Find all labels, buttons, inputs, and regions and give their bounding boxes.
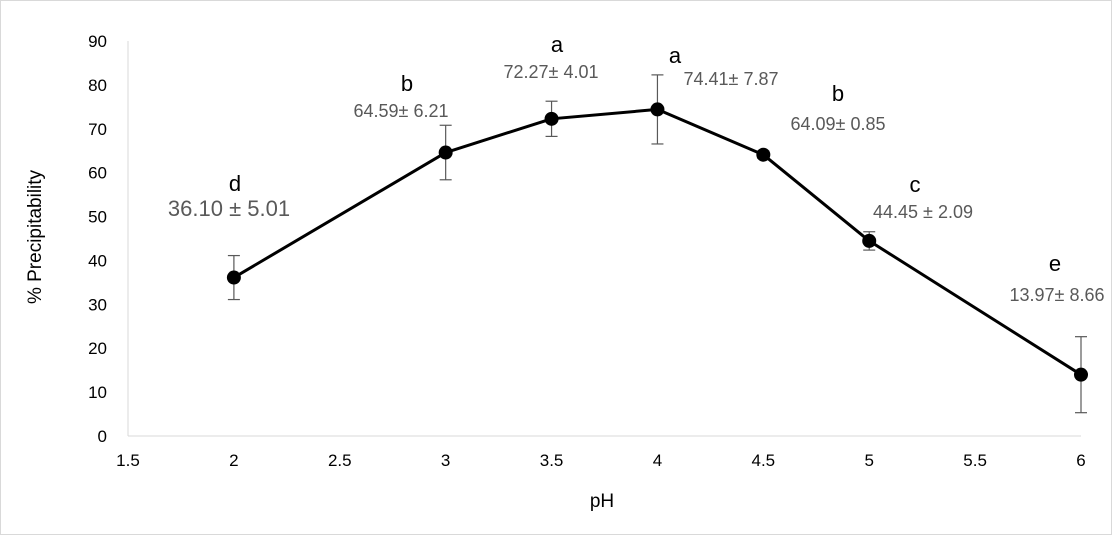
- data-point: [438, 145, 453, 160]
- x-tick-label: 4.5: [752, 451, 776, 470]
- axes: [127, 41, 1081, 437]
- data-point: [756, 147, 771, 162]
- value-label: 64.59± 6.21: [354, 101, 449, 121]
- x-tick-label: 3: [441, 451, 450, 470]
- data-point: [544, 111, 559, 126]
- significance-letter: a: [551, 32, 564, 57]
- value-label: 64.09± 0.85: [791, 114, 886, 134]
- significance-letter: d: [229, 171, 241, 196]
- y-tick-label: 70: [88, 120, 107, 139]
- significance-letter: b: [832, 81, 844, 106]
- data-point: [1074, 367, 1088, 382]
- series-line: [233, 107, 1082, 376]
- y-tick-label: 40: [88, 251, 107, 270]
- y-tick-label: 30: [88, 295, 107, 314]
- error-bars: [227, 74, 1087, 414]
- value-label: 72.27± 4.01: [504, 62, 599, 82]
- y-tick-label: 20: [88, 339, 107, 358]
- value-label: 74.41± 7.87: [684, 69, 779, 89]
- data-points: [226, 102, 1088, 382]
- y-tick-label: 50: [88, 208, 107, 227]
- x-tick-label: 1.5: [116, 451, 140, 470]
- y-tick-labels: 0 10 20 30 40 50 60 70 80 90: [88, 32, 107, 446]
- x-tick-label: 3.5: [540, 451, 564, 470]
- significance-letter: b: [401, 71, 413, 96]
- data-point: [226, 270, 241, 285]
- x-tick-label: 2.5: [328, 451, 352, 470]
- value-label: 44.45 ± 2.09: [873, 202, 973, 222]
- y-tick-label: 80: [88, 76, 107, 95]
- significance-letter: a: [669, 43, 682, 68]
- significance-letter: e: [1049, 251, 1061, 276]
- x-tick-label: 4: [653, 451, 662, 470]
- significance-letter: c: [910, 172, 921, 197]
- y-axis-label: % Precipitability: [25, 169, 46, 304]
- data-point: [862, 233, 877, 248]
- value-label: 13.97± 8.66: [1010, 285, 1105, 305]
- y-tick-label: 90: [88, 32, 107, 51]
- x-axis-label: pH: [590, 491, 614, 512]
- x-tick-label: 5.5: [963, 451, 987, 470]
- data-point: [650, 102, 665, 117]
- value-label: 36.10 ± 5.01: [168, 196, 290, 221]
- x-tick-labels: 1.5 2 2.5 3 3.5 4 4.5 5 5.5 6: [116, 451, 1086, 470]
- series-group: [233, 107, 1082, 376]
- y-tick-label: 60: [88, 164, 107, 183]
- x-tick-label: 6: [1076, 451, 1085, 470]
- x-tick-label: 5: [864, 451, 873, 470]
- y-tick-label: 10: [88, 383, 107, 402]
- y-tick-label: 0: [98, 427, 107, 446]
- x-tick-label: 2: [229, 451, 238, 470]
